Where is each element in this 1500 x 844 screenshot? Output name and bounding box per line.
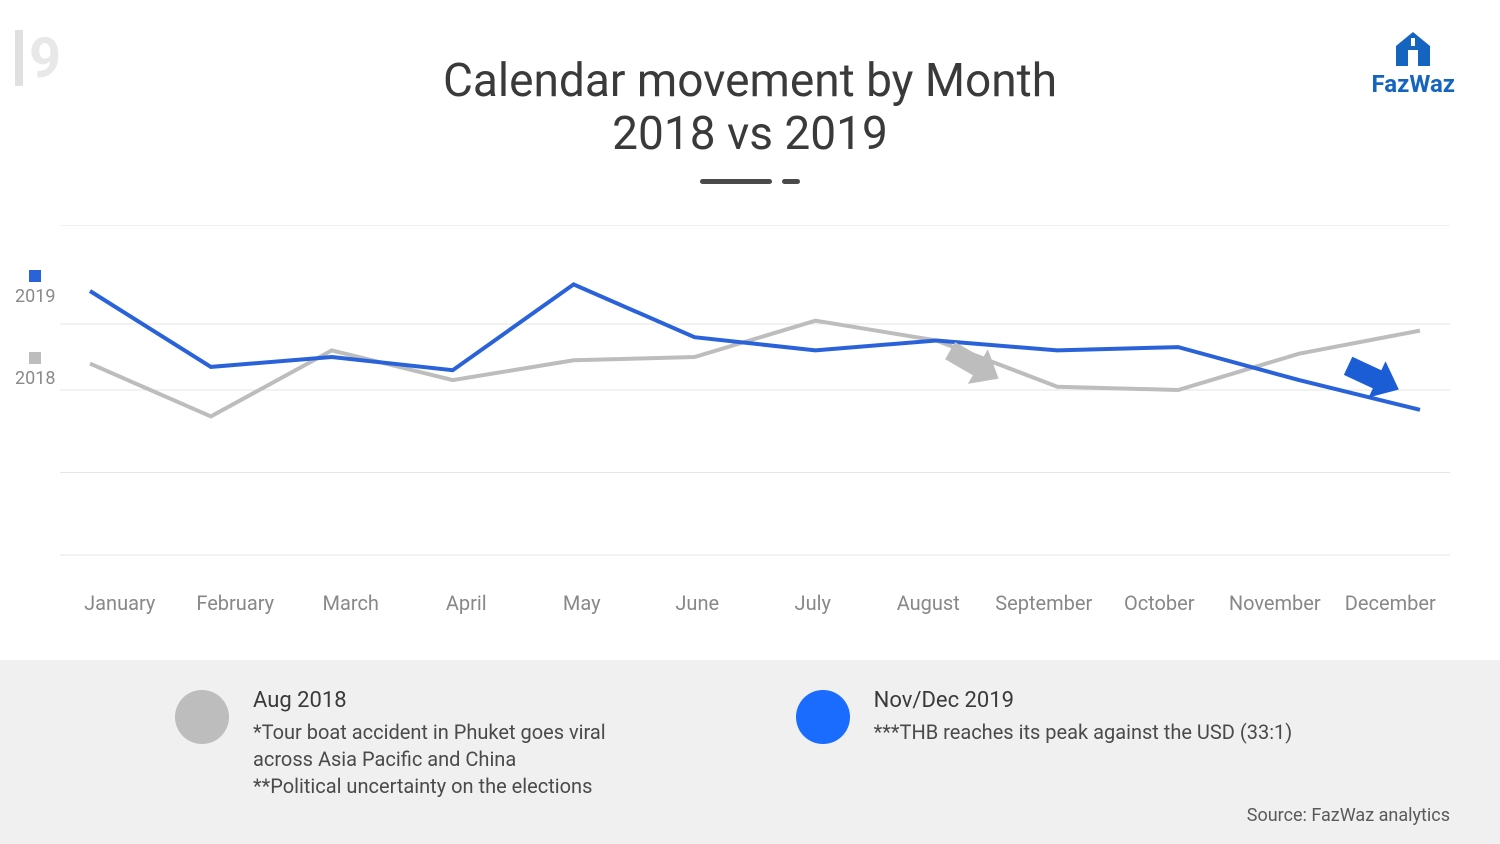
- annotation-line: **Political uncertainty on the elections: [253, 773, 606, 800]
- annotation-line: ***THB reaches its peak against the USD …: [874, 719, 1293, 746]
- line-chart: [60, 225, 1450, 610]
- x-axis-label: May: [524, 591, 640, 615]
- legend-swatch: [29, 352, 41, 364]
- chart-area: 2019 2018 JanuaryFebruaryMarchAprilMayJu…: [60, 225, 1450, 610]
- title-underline: [700, 179, 800, 184]
- x-axis-label: February: [178, 591, 294, 615]
- source-text: Source: FazWaz analytics: [1247, 805, 1450, 826]
- x-axis-label: April: [409, 591, 525, 615]
- legend-swatch: [29, 270, 41, 282]
- x-axis-label: June: [640, 591, 756, 615]
- legend: 2019 2018: [15, 270, 55, 389]
- annotation-line: across Asia Pacific and China: [253, 746, 606, 773]
- annotation-dot: [175, 690, 229, 744]
- annotation-text: Aug 2018 *Tour boat accident in Phuket g…: [253, 688, 606, 800]
- annotation-dot: [796, 690, 850, 744]
- annotation-2018: Aug 2018 *Tour boat accident in Phuket g…: [175, 688, 606, 844]
- annotation-2019: Nov/Dec 2019 ***THB reaches its peak aga…: [796, 688, 1293, 844]
- legend-item-2018: 2018: [15, 352, 55, 389]
- x-axis: JanuaryFebruaryMarchAprilMayJuneJulyAugu…: [60, 591, 1450, 615]
- x-axis-label: September: [986, 591, 1102, 615]
- legend-label: 2018: [15, 368, 55, 389]
- x-axis-label: October: [1102, 591, 1218, 615]
- x-axis-label: July: [755, 591, 871, 615]
- annotation-title: Aug 2018: [253, 688, 606, 713]
- annotation-line: *Tour boat accident in Phuket goes viral: [253, 719, 606, 746]
- title-line-2: 2018 vs 2019: [0, 108, 1500, 161]
- x-axis-label: December: [1333, 591, 1449, 615]
- legend-item-2019: 2019: [15, 270, 55, 307]
- chart-title: Calendar movement by Month 2018 vs 2019: [0, 55, 1500, 184]
- x-axis-label: November: [1217, 591, 1333, 615]
- x-axis-label: March: [293, 591, 409, 615]
- annotations-footer: Aug 2018 *Tour boat accident in Phuket g…: [0, 660, 1500, 844]
- annotation-text: Nov/Dec 2019 ***THB reaches its peak aga…: [874, 688, 1293, 746]
- annotation-title: Nov/Dec 2019: [874, 688, 1293, 713]
- title-line-1: Calendar movement by Month: [0, 55, 1500, 108]
- x-axis-label: August: [871, 591, 987, 615]
- x-axis-label: January: [62, 591, 178, 615]
- legend-label: 2019: [15, 286, 55, 307]
